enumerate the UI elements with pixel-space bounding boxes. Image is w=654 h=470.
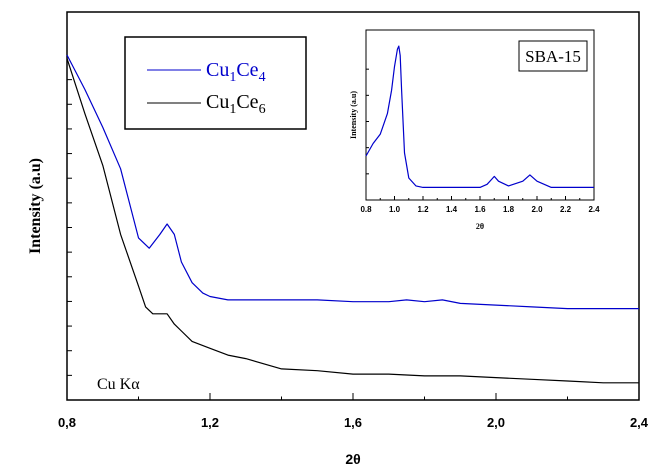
series-line-sba-15 (365, 45, 594, 188)
x-tick-label: 1.8 (503, 205, 515, 214)
inset-chart: 0.8 1.0 1.2 1.4 1.6 1.8 2.0 2.2 2.4 SBA-15 2θ In… (345, 24, 607, 256)
x-tick-label: 1,2 (201, 415, 219, 430)
inset-title-box (518, 40, 588, 72)
x-tick-label: 2,4 (630, 415, 649, 430)
inset-x-axis-label: 2θ (476, 222, 484, 231)
y-axis-label: Intensity (a.u) (27, 158, 44, 254)
x-tick-label: 1.2 (417, 205, 429, 214)
x-tick-label: 0,8 (58, 415, 76, 430)
x-tick-label: 2,0 (487, 415, 505, 430)
legend: Cu1Ce4 Cu1Ce6 (124, 36, 307, 130)
series-line-cu1ce4 (66, 54, 639, 310)
inset-series-lines (365, 45, 594, 188)
main-series-lines (66, 54, 639, 384)
inset-y-axis-label: Intensity (a.u) (349, 91, 358, 139)
series-line-cu1ce6 (66, 58, 639, 384)
legend-box (124, 36, 307, 130)
annotation-cu-kalpha: Cu Kα (97, 376, 140, 393)
x-tick-label: 1.0 (389, 205, 401, 214)
x-axis-label: 2θ (345, 451, 360, 467)
x-tick-label: 2.0 (531, 205, 543, 214)
x-tick-label: 0.8 (360, 205, 372, 214)
inset-x-axis-ticks: 0.8 1.0 1.2 1.4 1.6 1.8 2.0 2.2 2.4 (360, 196, 600, 214)
x-tick-label: 1.6 (474, 205, 486, 214)
x-tick-label: 2.2 (560, 205, 572, 214)
legend-label-cu1ce6: Cu1Ce6 (206, 91, 266, 117)
y-axis-ticks (67, 79, 72, 376)
x-tick-label: 1,6 (344, 415, 362, 430)
x-tick-label: 2.4 (588, 205, 600, 214)
inset-title: SBA-15 (525, 47, 581, 66)
legend-label-cu1ce4: Cu1Ce4 (206, 59, 266, 85)
x-tick-label: 1.4 (446, 205, 458, 214)
inset-y-axis-ticks (366, 68, 369, 175)
x-axis-ticks: 0,8 1,2 1,6 2,0 2,4 (58, 55, 649, 430)
